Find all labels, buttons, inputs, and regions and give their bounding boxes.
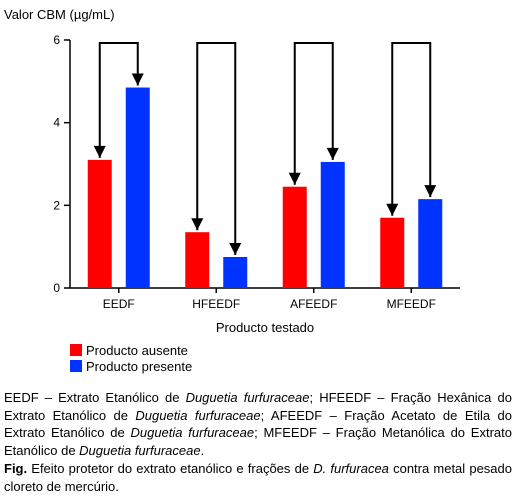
bar-afeedf-presente <box>320 161 345 288</box>
x-tick-label: EEDF <box>103 297 135 311</box>
abbreviation-part: EEDF – Extrato Etanólico de <box>4 390 186 405</box>
x-axis-label: Producto testado <box>216 320 314 335</box>
chart: Valor CBM (µg/mL) 0 2 4 6 EEDF HFEEDF AFEEDF MFE… <box>4 7 460 374</box>
legend-swatch-presente <box>70 360 82 372</box>
figure-caption: Fig. Efeito protetor do extrato etanólic… <box>4 460 512 495</box>
x-tick-label: AFEEDF <box>290 297 337 311</box>
bracket-eedf <box>98 42 139 158</box>
arrowhead-eedf-ausente <box>93 145 106 158</box>
bracket-mfeedf <box>391 42 432 216</box>
abbreviation-part: . <box>200 442 205 458</box>
abbreviation-part: Duguetia furfuraceae <box>135 407 261 423</box>
legend-swatch-ausente <box>70 344 82 356</box>
arrowhead-hfeedf-ausente <box>191 218 204 231</box>
y-tick-label: 0 <box>53 281 60 295</box>
arrowhead-mfeedf-presente <box>424 185 437 198</box>
abbreviations-caption: EEDF – Extrato Etanólico de Duguetia fur… <box>4 389 512 459</box>
abbreviation-part: ; HFEEDF – Fração Hexânica do Extrato Et… <box>4 390 512 423</box>
x-tick-label: HFEEDF <box>192 297 240 311</box>
bar-hfeedf-ausente <box>185 232 210 288</box>
figure-caption-part: contra metal pesado cloreto de mercúrio. <box>4 461 512 494</box>
legend-label-presente: Producto presente <box>86 359 192 374</box>
abbreviation-part: ; MFEEDF – Fração Metanólica do Extrato … <box>4 425 512 458</box>
figure-label: Fig. <box>4 461 28 476</box>
figure-caption-part: Efeito protetor do extrato etanólico e f… <box>27 461 314 476</box>
bar-mfeedf-presente <box>418 199 443 288</box>
abbreviation-part: Duguetia furfuraceae <box>185 390 310 405</box>
arrowhead-hfeedf-presente <box>229 243 242 255</box>
abbreviation-part: Duguetia furfuraceae <box>79 442 201 458</box>
bar-eedf-presente <box>125 87 150 289</box>
bar-hfeedf-presente <box>223 257 248 288</box>
arrowhead-afeedf-presente <box>326 147 339 160</box>
abbreviation-part: Duguetia furfuraceae <box>130 425 255 440</box>
bracket-hfeedf <box>196 42 237 255</box>
y-tick-label: 2 <box>53 198 60 212</box>
figure-caption-part: D. furfuracea <box>313 461 389 476</box>
abbreviation-part: ; AFEEDF – Fração Acetato de Etila do Ex… <box>4 407 512 441</box>
arrowhead-eedf-presente <box>131 73 144 86</box>
arrowhead-afeedf-ausente <box>288 172 301 185</box>
bar-eedf-ausente <box>87 159 112 288</box>
bracket-afeedf <box>293 42 334 185</box>
y-axis-label: Valor CBM (µg/mL) <box>4 7 115 22</box>
x-tick-label: MFEEDF <box>387 297 436 311</box>
bar-mfeedf-ausente <box>380 217 405 288</box>
y-tick-label: 6 <box>53 33 60 47</box>
y-tick-label: 4 <box>53 116 60 130</box>
arrowhead-mfeedf-ausente <box>386 203 399 216</box>
legend-label-ausente: Producto ausente <box>86 343 188 358</box>
bar-afeedf-ausente <box>282 186 307 288</box>
